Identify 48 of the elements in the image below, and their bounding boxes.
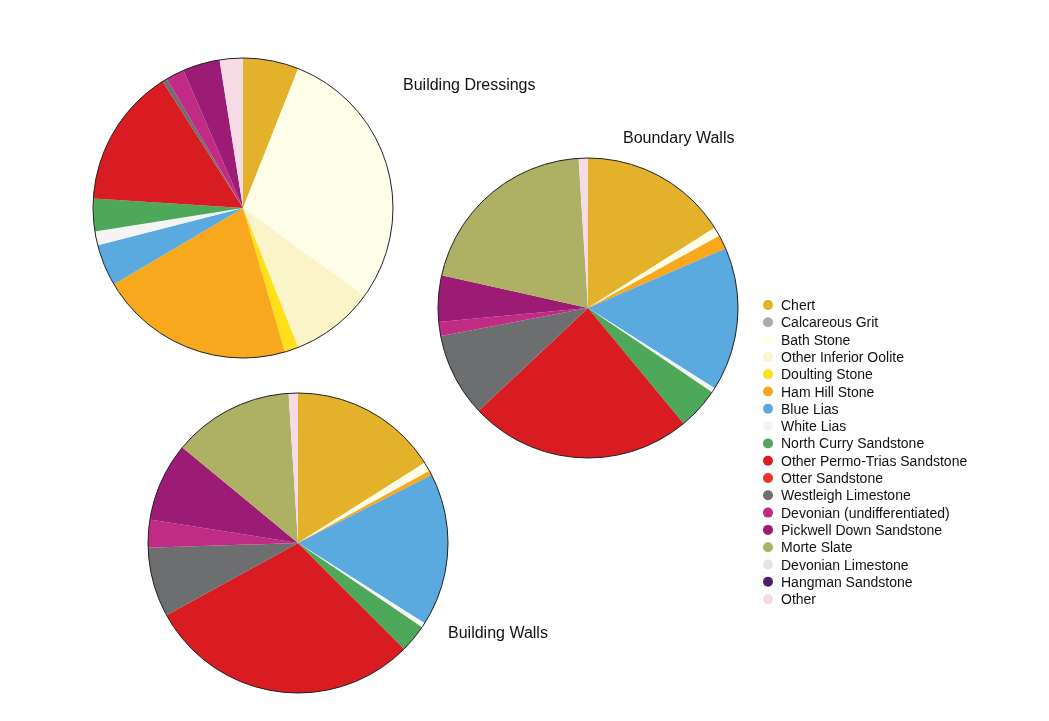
pie-slice: [182, 393, 298, 543]
pie-slice: [94, 208, 243, 246]
pie-slice: [588, 158, 715, 308]
pie-slice: [243, 208, 299, 353]
pie-slice: [298, 393, 425, 543]
legend-label: Ham Hill Stone: [781, 383, 875, 400]
pie-slice: [97, 208, 243, 285]
text: Building Walls: [448, 624, 548, 641]
legend-label: Other: [781, 591, 817, 608]
pie-slice: [93, 198, 243, 232]
pie-slice: [438, 275, 588, 323]
legend-label: Devonian Limestone: [781, 556, 909, 573]
legend-label: Devonian (undifferentiated): [781, 504, 950, 521]
legend-label: White Lias: [781, 418, 847, 435]
legend-label: Pickwell Down Sandstone: [781, 521, 943, 538]
legend-label: North Curry Sandstone: [781, 435, 925, 452]
pie-slice: [93, 81, 243, 208]
pie-slice: [243, 68, 393, 297]
chart-title: Boundary Walls: [623, 129, 735, 146]
legend-label: Morte Slate: [781, 539, 853, 556]
pie-slice: [243, 208, 365, 348]
pie-slice: [588, 308, 713, 424]
legend-label: Hangman Sandstone: [781, 573, 913, 590]
legend-label: Blue Lias: [781, 400, 839, 417]
legend-label: Doulting Stone: [781, 366, 874, 383]
pie-slice: [478, 308, 684, 458]
legend-label: Bath Stone: [781, 331, 851, 348]
pie-slice: [298, 474, 448, 624]
pie-slice: [243, 58, 299, 208]
pie-slice: [166, 543, 405, 693]
pie-slice: [440, 308, 588, 411]
pie-slice: [588, 248, 738, 389]
legend-label: Chert: [781, 297, 816, 313]
legend-label: Other Inferior Oolite: [781, 348, 905, 365]
text: Building Dressings: [403, 76, 536, 93]
legend-label: Otter Sandstone: [781, 470, 884, 486]
pie-slice: [438, 308, 588, 337]
pie-slice: [149, 447, 298, 543]
pie-slice: [113, 208, 285, 358]
legend-label: Westleigh Limestone: [781, 487, 911, 504]
pie-slice: [148, 519, 298, 548]
pie-slice: [441, 158, 588, 308]
legend-label: Calcareous Grit: [781, 314, 879, 331]
pie-slice: [219, 58, 243, 208]
pie-slice: [298, 543, 423, 650]
pie-slice: [148, 543, 298, 616]
legend-label: Other Permo-Trias Sandstone: [781, 452, 968, 469]
pie-slice: [183, 59, 243, 208]
